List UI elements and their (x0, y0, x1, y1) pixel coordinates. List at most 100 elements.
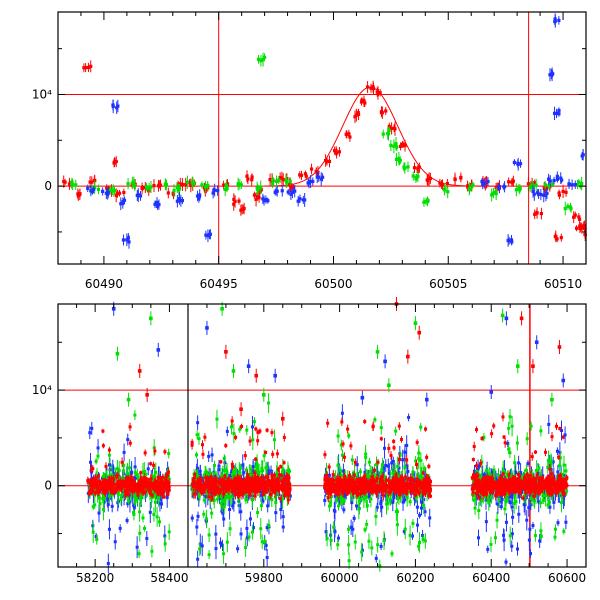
bottom-point (196, 488, 200, 492)
bottom-point (153, 449, 157, 453)
bottom-point (259, 504, 263, 508)
top-point (559, 236, 563, 240)
top-point (246, 177, 250, 181)
bottom-point (166, 493, 170, 497)
top-point (289, 192, 293, 196)
bottom-point (108, 491, 112, 495)
bottom-point (165, 481, 169, 485)
bottom-point (375, 505, 379, 509)
bottom-point (236, 478, 240, 482)
bottom-point (139, 478, 143, 482)
top-point (88, 180, 92, 184)
bottom-point (397, 424, 401, 428)
bottom-point (93, 491, 97, 495)
bottom-point (228, 527, 232, 531)
bottom-point (219, 482, 223, 486)
top-xtick-label: 60500 (314, 277, 352, 291)
bottom-point (96, 454, 100, 458)
top-point (108, 188, 112, 192)
bottom-point (102, 500, 106, 504)
bottom-point (403, 450, 407, 454)
bottom-point (244, 490, 248, 494)
top-point (223, 187, 227, 192)
bottom-point (276, 467, 280, 471)
bottom-point (324, 530, 328, 534)
top-point (356, 112, 361, 117)
top-point (232, 197, 236, 202)
bottom-point (254, 427, 258, 431)
bottom-point (129, 488, 133, 492)
top-point (528, 185, 532, 190)
bottom-point (380, 467, 384, 471)
bottom-point (100, 485, 104, 489)
bottom-point (201, 443, 205, 447)
bottom-point (145, 477, 149, 481)
bottom-point (197, 481, 201, 485)
top-point (354, 113, 358, 117)
bottom-point (244, 498, 248, 502)
top-point (86, 65, 91, 70)
bottom-point (128, 466, 132, 470)
top-point (262, 55, 267, 59)
bottom-point (396, 464, 400, 468)
bottom-point (264, 543, 268, 547)
bottom-point (323, 499, 327, 503)
bottom-point (242, 484, 246, 488)
bottom-point (272, 438, 276, 442)
bottom-point (255, 483, 259, 487)
bottom-point (225, 469, 229, 473)
top-point (192, 181, 196, 185)
top-point (225, 186, 229, 190)
bottom-point (122, 463, 126, 467)
top-point (121, 238, 126, 242)
top-point (315, 175, 319, 179)
bottom-point (276, 485, 280, 489)
bottom-point (166, 470, 170, 474)
top-point (491, 191, 496, 195)
top-point (539, 211, 543, 216)
bottom-point (404, 475, 408, 479)
bottom-point (118, 526, 122, 530)
bottom-point (202, 473, 206, 477)
bottom-point (96, 446, 100, 450)
bottom-point (329, 538, 333, 542)
bottom-point (395, 523, 399, 527)
top-point (486, 179, 490, 184)
top-point (115, 192, 120, 196)
top-point (553, 17, 557, 21)
bottom-point (281, 484, 285, 488)
top-point (543, 183, 547, 187)
bottom-point (107, 453, 111, 457)
top-point (204, 233, 208, 237)
bottom-point (197, 437, 201, 441)
bottom-point (111, 477, 115, 481)
top-point (298, 173, 302, 177)
bottom-point (252, 526, 256, 530)
bottom-point (110, 484, 114, 488)
bottom-point (263, 540, 267, 544)
top-point (526, 182, 531, 186)
top-point (414, 177, 418, 181)
bottom-point (365, 522, 369, 526)
top-point (111, 103, 115, 107)
bottom-point (138, 531, 142, 535)
bottom-point (101, 487, 105, 491)
bottom-point (230, 462, 234, 466)
bottom-point (211, 489, 215, 493)
bottom-point (126, 492, 130, 496)
top-point (578, 217, 582, 221)
top-point (387, 128, 391, 133)
bottom-point (161, 486, 165, 490)
bottom-point (150, 549, 154, 553)
top-point (205, 183, 210, 188)
top-point (577, 180, 581, 184)
top-point (533, 212, 537, 216)
bottom-point (200, 544, 204, 548)
top-point (426, 199, 430, 203)
bottom-point (91, 530, 95, 534)
bottom-point (195, 489, 199, 493)
top-point (266, 199, 270, 203)
bottom-point (167, 485, 171, 489)
bottom-point (237, 480, 241, 484)
bottom-point (134, 498, 138, 502)
